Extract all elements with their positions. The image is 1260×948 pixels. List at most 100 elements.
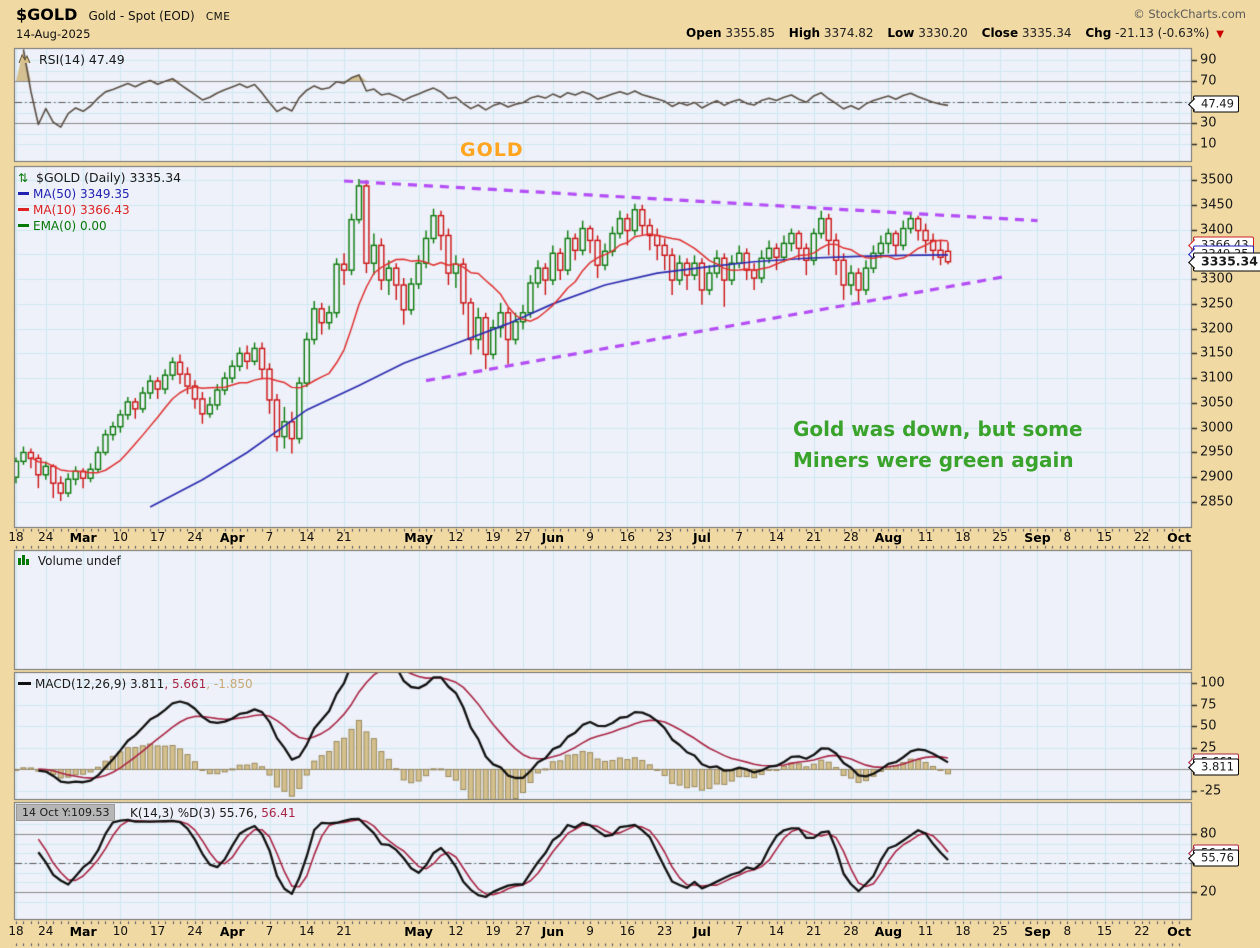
x-axis-label: 7 [735, 924, 744, 938]
x-axis-label: 9 [586, 530, 594, 544]
exchange-label: CME [205, 11, 231, 23]
x-axis-label: Apr [219, 530, 245, 545]
x-axis-label: 7 [265, 924, 274, 938]
miners-annotation-line2: Miners were green again [793, 448, 1074, 472]
macd-legend: MACD(12,26,9) 3.811, 5.661, -1.850 [18, 677, 253, 691]
y-axis-label: 20 [1200, 884, 1217, 900]
macd-signal-value: , 5.661 [164, 677, 207, 691]
ma50-legend: MA(50) 3349.35 [18, 187, 130, 201]
x-axis-label: 19 [485, 924, 501, 938]
macd-legend-text: MACD(12,26,9) 3.811 [35, 677, 165, 691]
ma10-swatch-icon [18, 208, 29, 211]
x-axis-label: 12 [448, 530, 464, 544]
x-axis-label: 17 [150, 530, 166, 544]
x-axis-label: 23 [657, 530, 673, 544]
macd-value-bubble: 3.811 [1193, 758, 1239, 776]
x-axis-label: 16 [619, 530, 636, 544]
stockcharts-copyright: © StockCharts.com [1133, 7, 1246, 21]
x-axis-label: 14 [299, 530, 315, 544]
x-axis-label: 18 [955, 924, 971, 938]
y-axis-label: 3250 [1200, 296, 1234, 312]
y-axis-label: 90 [1200, 52, 1217, 68]
y-axis-label: 80 [1200, 826, 1217, 842]
x-axis-label: 8 [1063, 924, 1072, 938]
close-label: Close [981, 26, 1019, 40]
symbol-label: $GOLD [16, 5, 78, 24]
x-axis-label: 25 [992, 924, 1008, 938]
ohlc-quote-row: Open 3355.85 High 3374.82 Low 3330.20 Cl… [676, 26, 1224, 40]
x-axis-label: 22 [1134, 530, 1150, 544]
y-axis-label: 2950 [1200, 444, 1234, 460]
y-axis-label: -25 [1200, 783, 1222, 799]
x-axis-label: Jun [541, 530, 565, 545]
x-axis-label: 12 [448, 924, 464, 938]
x-axis-label: 21 [336, 924, 352, 938]
x-axis-label: 16 [619, 924, 636, 938]
close-value: 3335.34 [1021, 26, 1072, 40]
chg-label: Chg [1085, 26, 1112, 40]
x-axis-label: 8 [1063, 530, 1072, 544]
rsi-value-bubble: 47.49 [1193, 95, 1239, 113]
stoch-k-bubble: 55.76 [1193, 849, 1239, 867]
x-axis-label: 23 [657, 924, 673, 938]
x-axis-label: Jul [693, 530, 711, 545]
y-axis-label: 2850 [1200, 494, 1234, 510]
y-axis-label: 3500 [1200, 172, 1234, 188]
x-axis-label: 24 [187, 924, 203, 938]
ma50-swatch-icon [18, 192, 29, 195]
x-axis-label: 11 [917, 924, 934, 938]
x-axis-label: 24 [187, 530, 203, 544]
x-axis-label: 9 [586, 924, 594, 938]
gold-annotation: GOLD [460, 139, 524, 161]
open-value: 3355.85 [725, 26, 775, 40]
y-axis-label: 30 [1200, 115, 1217, 131]
x-axis-label: Mar [69, 530, 97, 545]
stoch-d-value: 56.41 [261, 806, 296, 820]
y-axis-label: 3100 [1200, 370, 1234, 386]
y-axis-label: 100 [1200, 675, 1225, 691]
volume-bars-icon [18, 554, 30, 568]
chart-title: $GOLD Gold - Spot (EOD) CME [16, 5, 230, 24]
x-axis-label: 18 [955, 530, 971, 544]
x-axis-label: 24 [38, 924, 54, 938]
miners-annotation: Gold was down, but some Miners were gree… [793, 414, 1083, 476]
x-axis-label: Oct [1167, 530, 1192, 545]
chg-value: -21.13 (-0.63%) [1115, 26, 1210, 40]
x-axis-label: 15 [1096, 530, 1113, 544]
x-axis-label: 24 [38, 530, 54, 544]
rsi-indicator-icon [18, 52, 31, 67]
x-axis-label: 7 [735, 530, 744, 544]
x-axis-label: 14 [768, 530, 785, 544]
x-axis-label: 21 [806, 924, 822, 938]
ema-legend: EMA(0) 0.00 [18, 219, 107, 233]
ma10-legend: MA(10) 3366.43 [18, 203, 130, 217]
x-axis-label: 10 [112, 530, 129, 544]
high-label: High [788, 26, 821, 40]
x-axis-label: 11 [917, 530, 934, 544]
x-axis-label: 27 [515, 530, 531, 544]
miners-annotation-line1: Gold was down, but some [793, 417, 1083, 441]
ma50-legend-text: MA(50) 3349.35 [33, 187, 130, 201]
x-axis-label: 15 [1096, 924, 1113, 938]
rsi-legend-text: RSI(14) 47.49 [38, 52, 125, 67]
x-axis-label: Jun [541, 924, 565, 939]
y-axis-label: 25 [1200, 740, 1217, 756]
y-axis-label: 75 [1200, 697, 1217, 713]
macd-swatch-icon [18, 682, 31, 685]
price-arrows-icon: ⇅ [18, 171, 29, 185]
y-axis-label: 3050 [1200, 395, 1234, 411]
ema-legend-text: EMA(0) 0.00 [33, 219, 107, 233]
y-axis-label: 3300 [1200, 271, 1234, 287]
x-axis-label: Oct [1167, 924, 1192, 939]
symbol-description: Gold - Spot (EOD) [88, 9, 195, 23]
y-axis-label: 3400 [1200, 222, 1234, 238]
volume-legend-text: Volume undef [37, 554, 121, 568]
y-axis-label: 70 [1200, 73, 1217, 89]
chart-date: 14-Aug-2025 [16, 27, 91, 41]
x-axis-label: May [404, 530, 433, 545]
x-axis-label: 7 [265, 530, 274, 544]
x-axis-label: Aug [874, 530, 903, 545]
x-axis-label: 14 [299, 924, 315, 938]
